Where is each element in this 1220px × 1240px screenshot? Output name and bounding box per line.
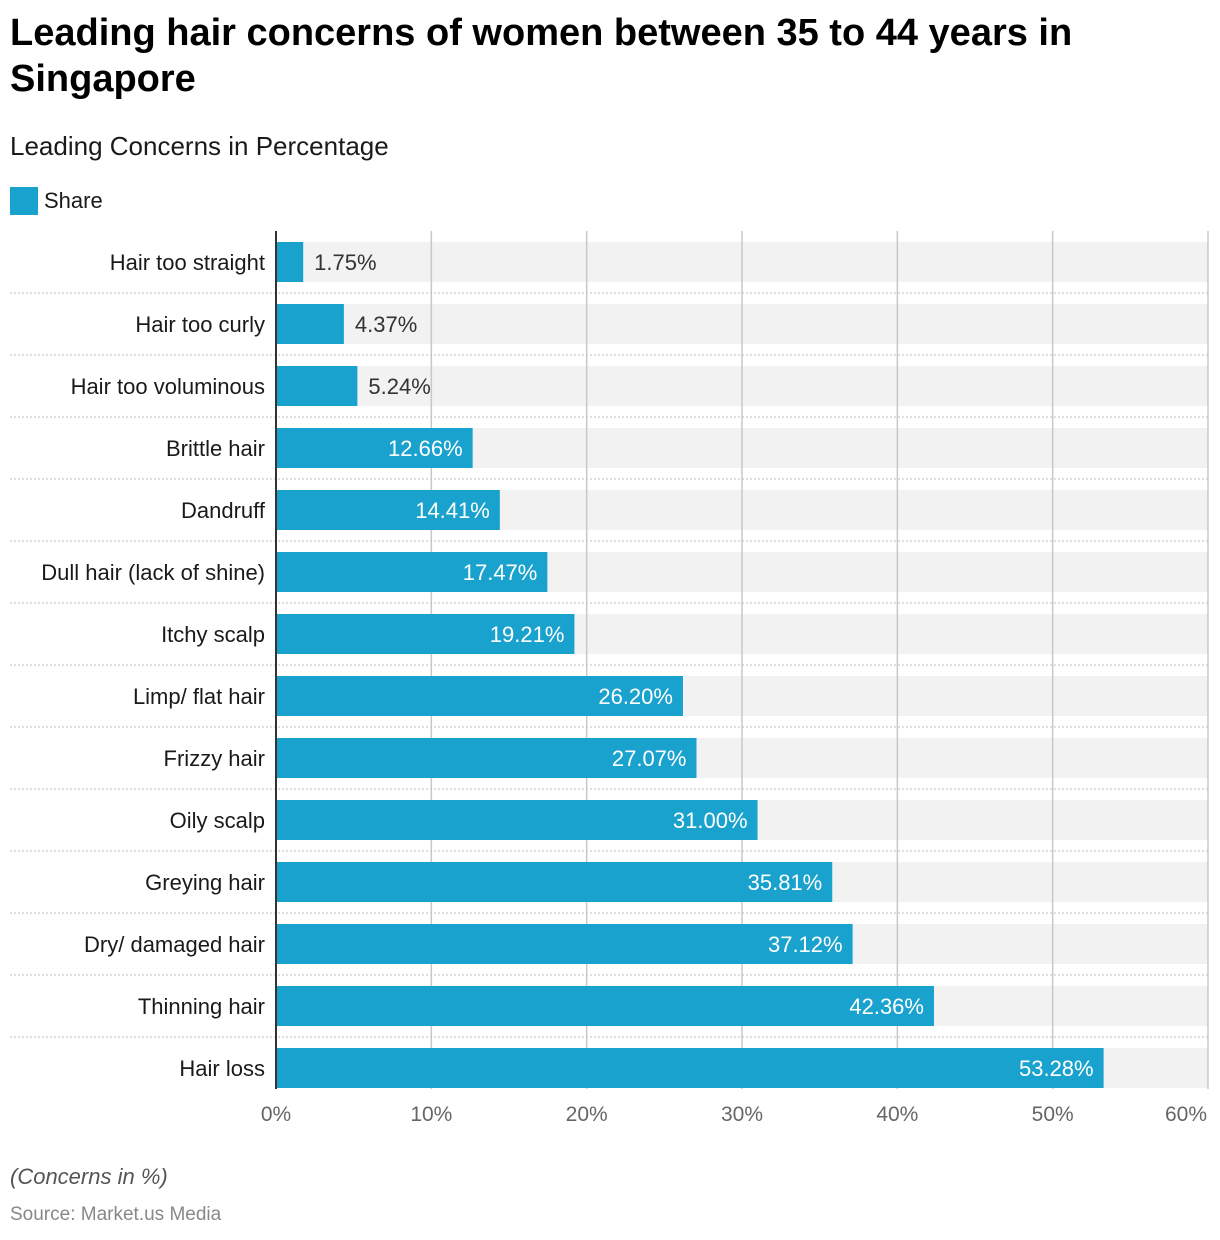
x-tick-label: 50% — [1032, 1103, 1074, 1126]
bar — [276, 800, 758, 840]
x-tick-label: 0% — [261, 1103, 291, 1126]
category-label: Limp/ flat hair — [133, 684, 265, 709]
legend-label-share: Share — [44, 188, 103, 213]
data-label: 17.47% — [463, 560, 538, 585]
source-note: Source: Market.us Media — [10, 1204, 222, 1225]
category-label: Oily scalp — [170, 808, 265, 833]
category-label: Hair too straight — [110, 250, 265, 275]
bar-chart: Hair too straight Hair too curly Hair too … — [10, 231, 1209, 1126]
bar — [276, 614, 575, 654]
x-tick-label: 20% — [566, 1103, 608, 1126]
bar — [276, 552, 548, 592]
data-label: 19.21% — [490, 622, 565, 647]
category-label: Dandruff — [181, 498, 266, 523]
footnote: (Concerns in %) — [10, 1164, 168, 1189]
bar — [276, 862, 833, 902]
category-label-layer: Hair too straight Hair too curly Hair too … — [41, 250, 266, 1081]
x-tick-label-layer: 0% 10% 20% 30% 40% 50% 60% — [261, 1103, 1207, 1126]
data-label-layer: 1.75% 4.37% 5.24% 12.66% 14.41% 17.47% 19.21% 2… — [314, 250, 1093, 1081]
bar — [276, 366, 358, 406]
category-label: Hair too curly — [135, 312, 265, 337]
category-label: Dull hair (lack of shine) — [41, 560, 265, 585]
legend: Share — [10, 186, 103, 216]
x-tick-label: 40% — [876, 1103, 918, 1126]
bar — [276, 986, 934, 1026]
category-label: Dry/ damaged hair — [84, 932, 265, 957]
data-label: 1.75% — [314, 250, 376, 275]
bar — [276, 242, 304, 282]
category-label: Brittle hair — [166, 436, 265, 461]
bar — [276, 1048, 1104, 1088]
data-label: 14.41% — [415, 498, 490, 523]
data-label: 53.28% — [1019, 1056, 1094, 1081]
bar — [276, 304, 344, 344]
category-label: Greying hair — [145, 870, 265, 895]
x-tick-label: 60% — [1165, 1103, 1207, 1126]
data-label: 27.07% — [612, 746, 687, 771]
bar — [276, 738, 697, 778]
category-label: Hair too voluminous — [71, 374, 265, 399]
bar — [276, 924, 853, 964]
bar-layer — [276, 242, 1104, 1088]
category-label: Thinning hair — [138, 994, 265, 1019]
bar — [276, 676, 683, 716]
chart-title: Leading hair concerns of women between 3… — [10, 12, 1073, 100]
data-label: 5.24% — [368, 374, 430, 399]
data-label: 35.81% — [748, 870, 823, 895]
data-label: 37.12% — [768, 932, 843, 957]
bar — [276, 428, 473, 468]
bar — [276, 490, 500, 530]
data-label: 42.36% — [849, 994, 924, 1019]
x-tick-label: 10% — [410, 1103, 452, 1126]
category-label: Frizzy hair — [164, 746, 265, 771]
x-tick-label: 30% — [721, 1103, 763, 1126]
legend-swatch-share — [10, 187, 38, 215]
data-label: 12.66% — [388, 436, 463, 461]
data-label: 31.00% — [673, 808, 748, 833]
data-label: 4.37% — [355, 312, 417, 337]
category-label: Itchy scalp — [161, 622, 265, 647]
data-label: 26.20% — [598, 684, 673, 709]
category-label: Hair loss — [179, 1056, 265, 1081]
chart-subtitle: Leading Concerns in Percentage — [10, 131, 389, 161]
